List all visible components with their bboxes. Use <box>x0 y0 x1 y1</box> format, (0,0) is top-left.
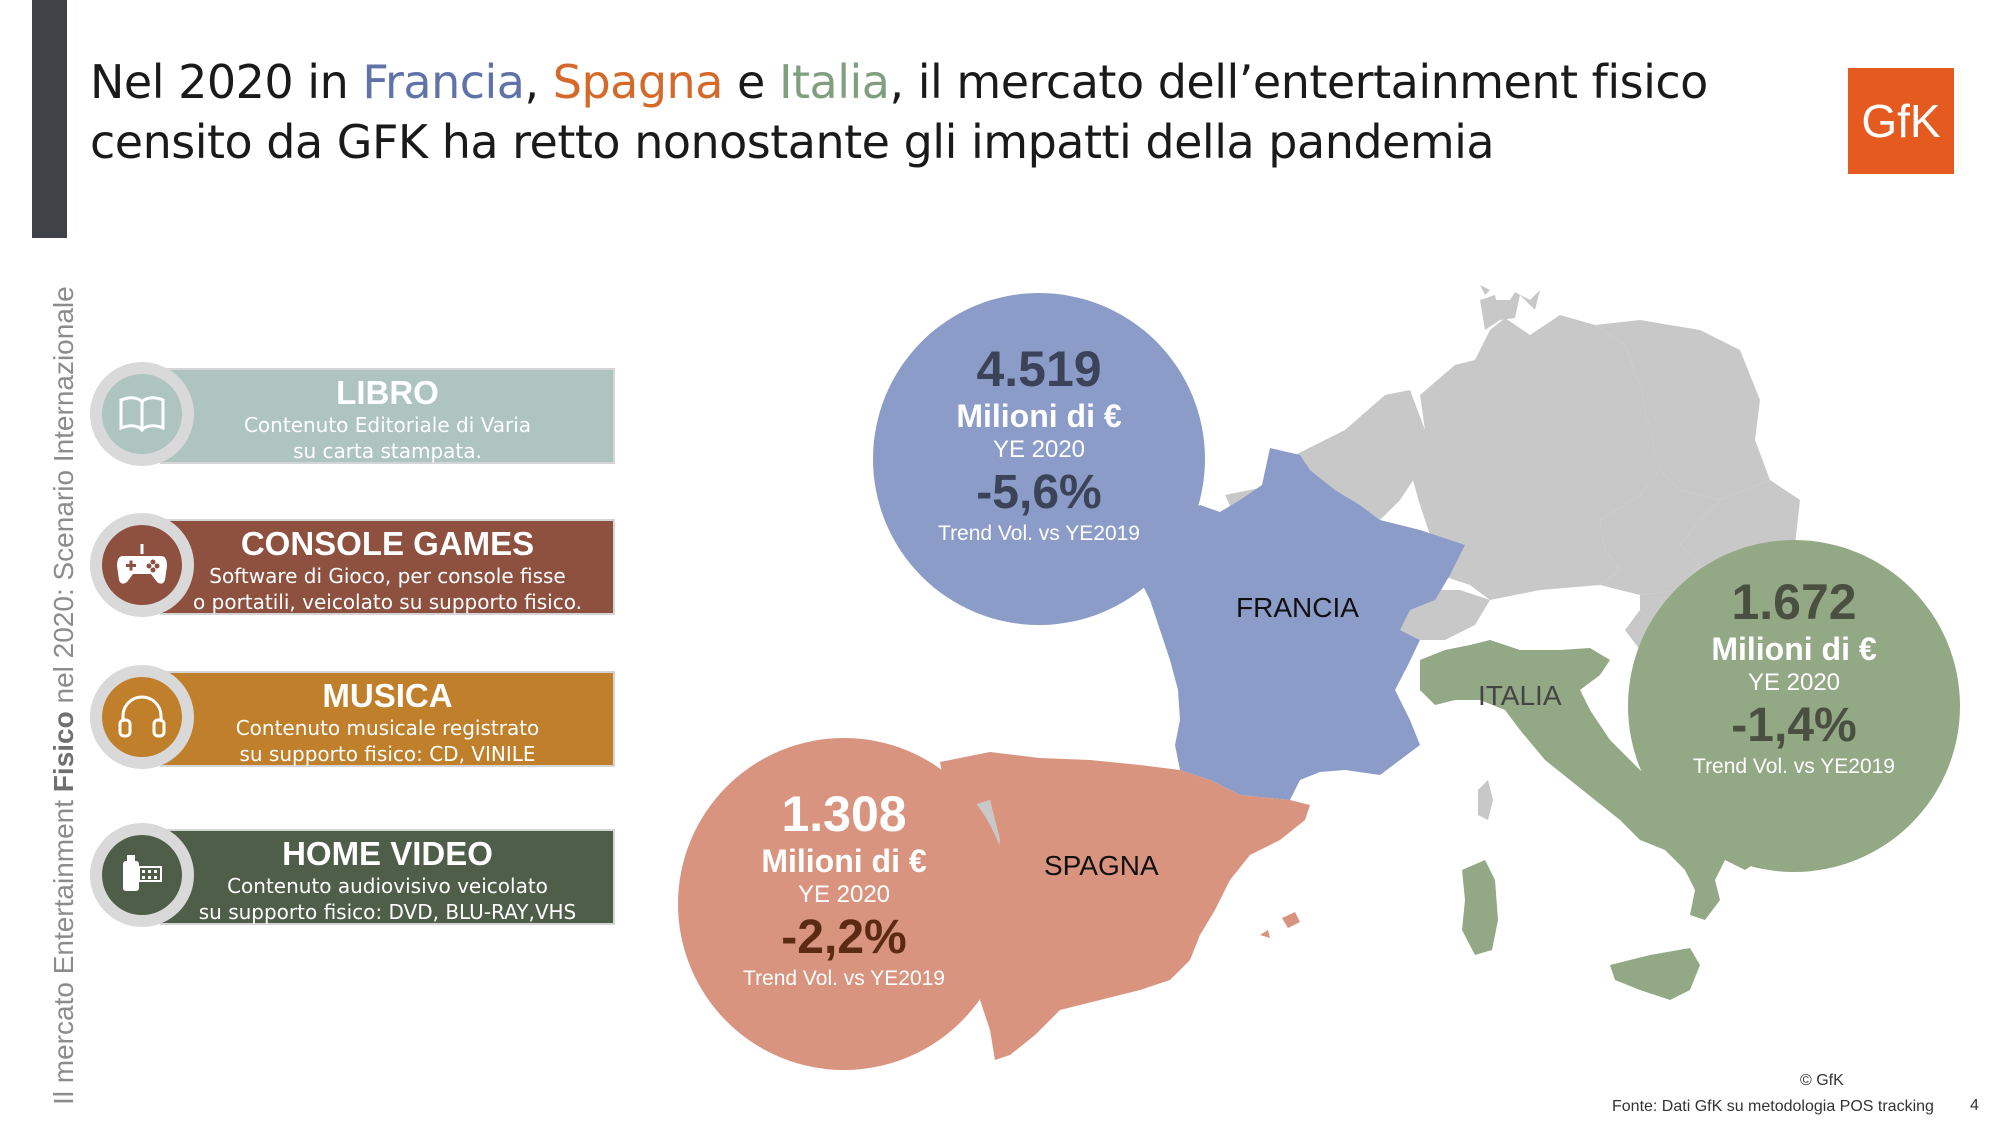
category-icon-ring <box>90 362 194 466</box>
bubble-ye: YE 2020 <box>1747 669 1841 696</box>
copyright: © GfK <box>1800 1072 1844 1089</box>
bubble-spagna: 1.308 Milioni di € YE 2020 -2,2% Trend V… <box>678 738 1010 1070</box>
label-italia: ITALIA <box>1478 680 1562 711</box>
source-note: Fonte: Dati GfK su metodologia POS track… <box>1612 1098 1934 1115</box>
map-germany <box>1410 315 1660 600</box>
bubble-unit: Milioni di € <box>761 843 927 879</box>
bubble-ye: YE 2020 <box>797 881 891 908</box>
category-desc-line2: su supporto fisico: CD, VINILE <box>239 742 536 766</box>
map-spain <box>940 752 1310 1060</box>
bubble-unit: Milioni di € <box>1711 631 1877 667</box>
category-box: CONSOLE GAMES Software di Gioco, per con… <box>160 519 615 615</box>
headphones-icon <box>102 677 182 757</box>
book-icon <box>102 374 182 454</box>
page-number: 4 <box>1970 1097 1979 1114</box>
map-sicily <box>1610 948 1700 1000</box>
gfk-logo: GfK <box>1848 68 1954 174</box>
category-desc-line1: Software di Gioco, per console fisse <box>209 564 566 588</box>
category-desc-line1: Contenuto musicale registrato <box>235 716 540 740</box>
category-box: LIBRO Contenuto Editoriale di Varia su c… <box>160 368 615 464</box>
map-czechia-austria <box>1600 470 1720 595</box>
bubble-unit: Milioni di € <box>956 398 1122 434</box>
map-italy <box>1420 640 1760 920</box>
map-benelux <box>1295 390 1425 520</box>
map-corsica <box>1478 780 1493 820</box>
gamepad-icon <box>102 525 182 605</box>
category-icon-ring <box>90 823 194 927</box>
map-balearic-2 <box>1260 930 1270 938</box>
category-title: CONSOLE GAMES <box>240 525 535 562</box>
category-home-video: HOME VIDEO Contenuto audiovisivo veicola… <box>90 823 615 931</box>
category-console-games: CONSOLE GAMES Software di Gioco, per con… <box>90 513 615 621</box>
category-box: HOME VIDEO Contenuto audiovisivo veicola… <box>160 829 615 925</box>
category-icon-ring <box>90 513 194 617</box>
bubble-value: 1.672 <box>1731 574 1857 630</box>
page-title: Nel 2020 in Francia, Spagna e Italia, il… <box>90 55 1708 169</box>
category-desc-line1: Contenuto Editoriale di Varia <box>243 413 532 437</box>
category-title: MUSICA <box>322 677 453 714</box>
category-icon-ring <box>90 665 194 769</box>
bubble-trend-label: Trend Vol. vs YE2019 <box>938 522 1140 545</box>
bubble-trend: -1,4% <box>1731 699 1857 752</box>
title-francia: Francia <box>362 55 525 109</box>
bubble-francia: 4.519 Milioni di € YE 2020 -5,6% Trend V… <box>873 293 1205 625</box>
category-desc-line2: o portatili, veicolato su supporto fisic… <box>193 590 582 614</box>
bubble-trend-label: Trend Vol. vs YE2019 <box>743 967 945 990</box>
map-balearic-1 <box>1282 912 1300 928</box>
category-desc-line1: Contenuto audiovisivo veicolato <box>227 874 548 898</box>
title-spagna: Spagna <box>552 55 724 109</box>
bubble-trend: -5,6% <box>976 466 1102 519</box>
category-box: MUSICA Contenuto musicale registrato su … <box>160 671 615 767</box>
category-title: LIBRO <box>336 374 439 411</box>
category-title: HOME VIDEO <box>282 835 493 872</box>
bubble-value: 4.519 <box>976 341 1102 397</box>
bubble-value: 1.308 <box>781 786 907 842</box>
category-libro: LIBRO Contenuto Editoriale di Varia su c… <box>90 362 615 470</box>
map-sardinia <box>1462 860 1498 955</box>
bubble-italia: 1.672 Milioni di € YE 2020 -1,4% Trend V… <box>1628 540 1960 872</box>
label-spagna: SPAGNA <box>1044 850 1159 881</box>
film-icon <box>102 835 182 915</box>
category-desc-line2: su carta stampata. <box>293 439 482 463</box>
map-denmark <box>1480 295 1500 330</box>
bubble-trend: -2,2% <box>781 911 907 964</box>
bubble-trend-label: Trend Vol. vs YE2019 <box>1693 755 1895 778</box>
sidebar-accent-bar <box>32 0 67 238</box>
category-desc-line2: su supporto fisico: DVD, BLU-RAY,VHS <box>198 900 577 924</box>
title-italia: Italia <box>778 55 890 109</box>
category-musica: MUSICA Contenuto musicale registrato su … <box>90 665 615 773</box>
map-poland <box>1595 320 1770 500</box>
label-francia: FRANCIA <box>1236 592 1359 623</box>
bubble-ye: YE 2020 <box>992 436 1086 463</box>
map-scandinavia <box>1480 285 1540 320</box>
